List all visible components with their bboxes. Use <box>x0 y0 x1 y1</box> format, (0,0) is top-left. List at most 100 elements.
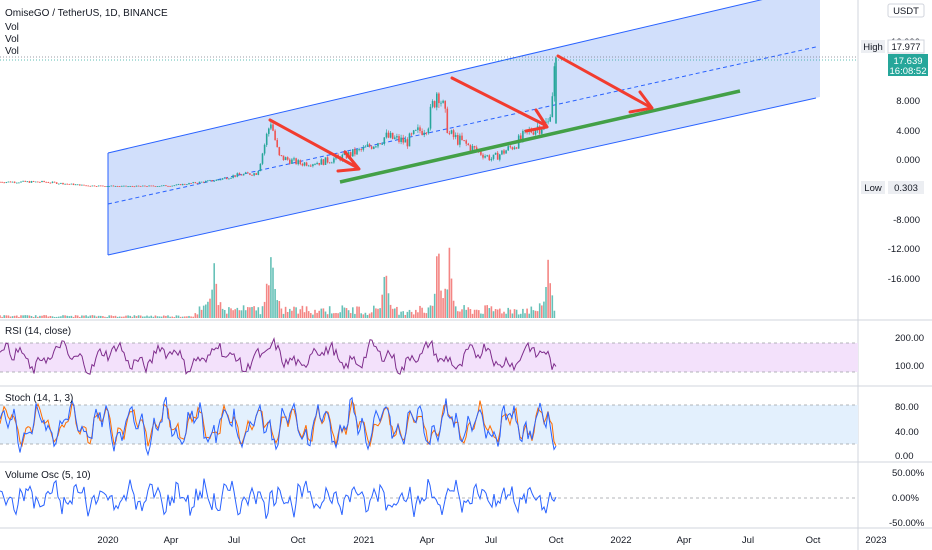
candle-body <box>305 162 308 166</box>
candle-body <box>534 129 537 135</box>
candle-body <box>328 162 331 164</box>
volume-bar <box>173 316 176 318</box>
candle-body <box>133 186 136 188</box>
volume-bar <box>467 307 470 318</box>
volume-bar <box>276 300 278 318</box>
volume-bar <box>524 313 526 318</box>
volume-bar <box>171 316 173 318</box>
time-tick: Apr <box>420 535 435 546</box>
candle-body <box>152 185 155 187</box>
candle-body <box>326 157 329 163</box>
volume-bar <box>444 288 446 318</box>
candle-body <box>125 185 127 187</box>
candle-body <box>85 185 87 187</box>
volume-bar <box>215 283 218 318</box>
candle-body <box>440 102 442 104</box>
candle-body <box>76 184 79 186</box>
volume-bar <box>9 316 12 318</box>
volume-bar <box>373 305 375 318</box>
candle-body <box>198 181 201 184</box>
candle-body <box>513 147 516 150</box>
candle-body <box>463 140 465 141</box>
volume-bar <box>526 308 528 318</box>
volume-bar <box>219 302 222 318</box>
volume-bar <box>135 316 138 318</box>
volume-bar <box>249 307 251 318</box>
volume-bar <box>282 313 285 318</box>
candle-body <box>268 128 270 134</box>
vol-label-2: Vol <box>5 34 19 45</box>
candle-body <box>123 185 125 187</box>
high-tag-label: High <box>863 42 883 53</box>
volume-bar <box>58 316 60 318</box>
last-price-value: 17.639 <box>893 56 922 67</box>
volume-bar <box>200 309 203 318</box>
candle-body <box>406 139 409 147</box>
candle-body <box>55 182 58 184</box>
candle-body <box>68 183 71 185</box>
osc-tick-0: 0.00% <box>892 493 919 504</box>
volume-bar <box>400 311 402 318</box>
volume-bar <box>528 313 530 318</box>
volume-bar <box>438 253 440 318</box>
candle-body <box>412 130 415 135</box>
volume-bar <box>238 310 241 318</box>
candle-body <box>553 66 556 97</box>
volume-bar <box>452 300 455 318</box>
volume-bar <box>496 309 499 318</box>
volume-bar <box>91 315 94 318</box>
candle-body <box>541 129 543 134</box>
volume-bar <box>494 309 497 318</box>
candle-body <box>408 133 411 147</box>
candle-body <box>177 184 180 186</box>
candle-body <box>475 147 478 151</box>
candle-body <box>97 185 100 187</box>
volume-bar <box>53 316 56 318</box>
volume-bar <box>457 311 459 318</box>
volume-bar <box>163 315 165 318</box>
volume-bar <box>362 314 365 318</box>
volume-bar <box>316 312 318 318</box>
volume-bar <box>196 314 199 318</box>
time-axis[interactable]: 2020 Apr Jul Oct 2021 Apr Jul Oct 2022 Apr Jul Oct 2… <box>97 535 886 546</box>
osc-tick-neg50: -50.00% <box>889 518 925 529</box>
volume-bar <box>142 316 144 318</box>
volume-bar <box>433 293 436 318</box>
volume-bar <box>326 314 329 318</box>
candle-body <box>20 181 22 183</box>
volume-bar <box>410 311 413 318</box>
candle-body <box>202 181 205 183</box>
volume-bar <box>198 306 201 318</box>
candle-body <box>547 121 549 123</box>
volume-bar <box>301 305 304 318</box>
candle-body <box>228 178 230 180</box>
candle-body <box>131 186 134 187</box>
volume-bar <box>406 311 409 318</box>
candle-body <box>280 155 283 156</box>
candle-body <box>18 182 20 184</box>
volume-bar <box>79 316 81 318</box>
volume-bar <box>37 316 39 318</box>
candle-body <box>549 116 551 122</box>
volume-bar <box>253 306 255 318</box>
candle-body <box>551 96 554 117</box>
candle-body <box>186 184 188 186</box>
volume-bar <box>131 316 134 318</box>
volume-bar <box>547 259 549 318</box>
time-tick: 2022 <box>610 535 631 546</box>
candle-body <box>421 130 423 135</box>
volume-bar <box>192 316 194 318</box>
candle-body <box>81 184 83 186</box>
candle-body <box>396 136 398 138</box>
volume-bar <box>106 316 108 318</box>
candle-body <box>236 173 239 177</box>
candle-body <box>51 181 54 183</box>
currency-badge[interactable] <box>887 3 925 18</box>
volume-bar <box>127 315 129 318</box>
candle-body <box>127 186 129 188</box>
volume-bar <box>459 311 461 318</box>
candle-body <box>104 186 106 187</box>
candle-body <box>167 185 169 187</box>
volume-bar <box>108 315 110 318</box>
